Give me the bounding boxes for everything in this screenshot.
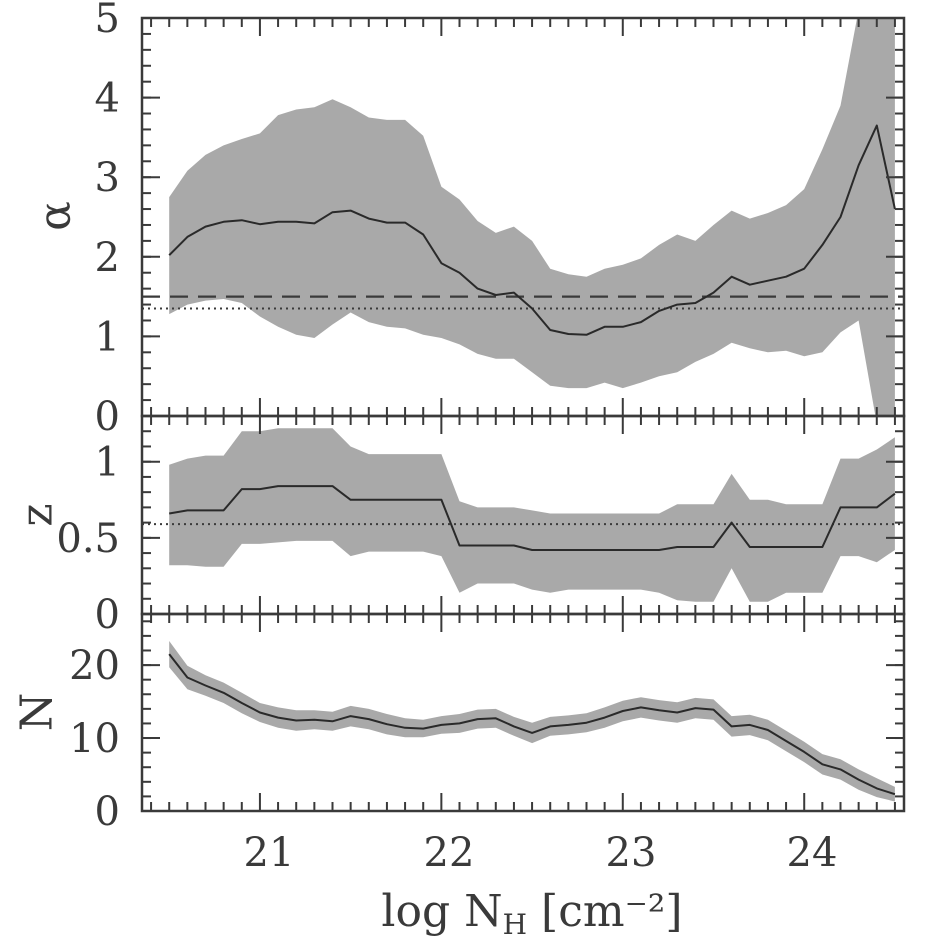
- x-tick-label-22: 22: [424, 830, 475, 876]
- z-y-tick-label: 0.5: [56, 516, 120, 562]
- n-y-ticks: 0 10 20: [69, 620, 904, 835]
- x-axis-title-subscript: H: [503, 908, 527, 941]
- alpha-y-axis-label: α: [30, 201, 81, 231]
- x-tick-label-21: 21: [244, 830, 295, 876]
- n-y-axis-label: N: [12, 693, 63, 732]
- alpha-median-line: [168, 124, 896, 336]
- panel-alpha: 0 1 2 3 4 5 α: [30, 0, 904, 440]
- n-confidence-band: [169, 641, 895, 802]
- x-tick-labels: 21 22 23 24: [244, 830, 838, 876]
- n-y-tick-label: 0: [95, 789, 120, 835]
- alpha-y-tick-label: 2: [95, 235, 120, 281]
- x-axis-title: log NH [cm⁻²]: [381, 886, 682, 941]
- alpha-y-ticks: 0 1 2 3 4 5: [95, 0, 904, 440]
- n-plot-frame: [140, 612, 906, 813]
- z-y-tick-label: 0: [95, 592, 120, 638]
- alpha-y-tick-label: 4: [95, 76, 120, 122]
- x-axis-title-units: [cm⁻²]: [541, 886, 683, 937]
- panel-n: 0 10 20 N: [12, 620, 904, 835]
- n-y-tick-label: 10: [69, 716, 120, 762]
- z-confidence-band: [169, 428, 895, 602]
- alpha-y-tick-label: 0: [95, 394, 120, 440]
- x-ticks: [150, 18, 896, 811]
- alpha-confidence-band: [169, 18, 895, 416]
- x-axis-title-main: log N: [381, 886, 502, 937]
- n-median-line: [168, 653, 896, 796]
- x-tick-label-24: 24: [787, 830, 838, 876]
- z-median-line: [169, 485, 896, 551]
- z-y-tick-label: 1: [95, 440, 120, 486]
- z-y-ticks: 00.51: [56, 415, 904, 638]
- n-y-tick-label: 20: [69, 643, 120, 689]
- x-tick-label-23: 23: [606, 830, 657, 876]
- panel-z: 00.51 z: [12, 415, 904, 638]
- alpha-y-tick-label: 5: [95, 0, 120, 42]
- alpha-y-tick-label: 1: [95, 314, 120, 360]
- alpha-y-tick-label: 3: [95, 155, 120, 201]
- z-y-axis-label: z: [12, 503, 63, 526]
